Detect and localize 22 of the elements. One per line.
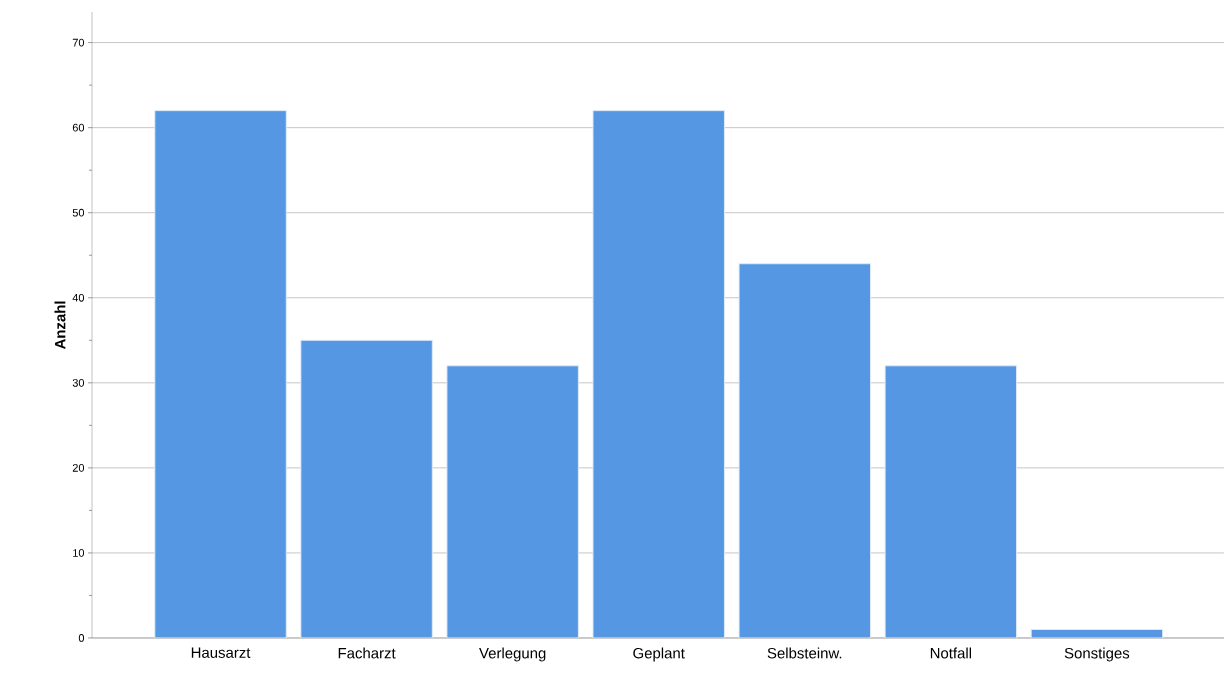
bar [446,365,579,638]
x-tick-label: Notfall [930,647,972,659]
bar [300,339,433,638]
x-tick-label: Geplant [633,647,685,662]
x-tick-label: Facharzt [338,647,396,659]
x-tick-label: Verlegung [479,647,546,662]
x-tick-label: Selbsteinw. [767,647,842,659]
y-tick-label: 50 [72,208,85,217]
y-tick-label: 0 [78,634,85,642]
y-tick-label: 60 [72,123,85,132]
y-tick-label: 10 [73,549,85,557]
bar [592,110,725,638]
bar [738,263,872,638]
bar [154,110,287,638]
y-axis-title: Anzahl [54,301,66,350]
bar [884,365,1018,638]
y-tick-label: 30 [72,378,85,387]
y-tick-label: 40 [72,293,85,302]
y-tick-label: 20 [72,464,85,472]
x-tick-label: Sonstiges [1064,647,1130,662]
y-tick-label: 70 [72,38,85,47]
x-tick-label: Hausarzt [191,647,251,658]
